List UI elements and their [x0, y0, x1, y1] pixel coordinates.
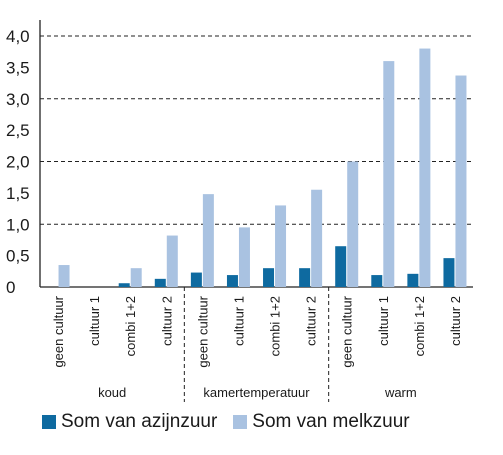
x-category-label: cultuur 1: [87, 296, 102, 346]
y-tick-label: 0: [6, 278, 15, 297]
bar-melkzuur: [311, 189, 323, 287]
bar-azijnzuur: [154, 278, 166, 287]
y-tick-label: 2,5: [6, 121, 30, 140]
y-tick-label: 2,0: [6, 153, 30, 172]
bar-azijnzuur: [335, 246, 347, 287]
x-category-label: geen cultuur: [195, 295, 210, 367]
x-category-label: cultuur 2: [159, 296, 174, 346]
x-category-label: cultuur 2: [448, 296, 463, 346]
x-category-label: cultuur 1: [231, 296, 246, 346]
bar-azijnzuur: [263, 268, 275, 287]
x-category-label: cultuur 2: [304, 296, 319, 346]
legend-swatch-azijnzuur: [42, 415, 56, 429]
legend-label-melkzuur: Som van melkzuur: [252, 411, 410, 432]
bar-azijnzuur: [443, 258, 455, 287]
bar-melkzuur: [238, 227, 250, 287]
bar-azijnzuur: [190, 272, 202, 287]
bar-melkzuur: [383, 61, 395, 287]
legend-swatch-melkzuur: [233, 415, 248, 429]
x-category-label: geen cultuur: [340, 295, 355, 367]
y-tick-label: 4,0: [6, 27, 30, 46]
bar-melkzuur: [130, 268, 142, 287]
bar-azijnzuur: [371, 275, 383, 287]
x-category-label: geen cultuur: [51, 295, 66, 367]
y-tick-label: 0,5: [6, 247, 30, 266]
x-category-label: combi 1+2: [123, 296, 138, 356]
y-tick-label: 3,0: [6, 90, 30, 109]
bar-melkzuur: [419, 48, 431, 287]
x-category-label: cultuur 1: [376, 296, 391, 346]
y-tick-label: 3,5: [6, 58, 30, 77]
legend-item-azijnzuur: Som van azijnzuur: [42, 411, 217, 433]
bar-melkzuur: [275, 205, 287, 287]
x-category-label: combi 1+2: [268, 296, 283, 356]
bar-melkzuur: [58, 265, 70, 287]
x-group-label: kamertemperatuur: [203, 385, 310, 400]
x-group-label: warm: [384, 385, 417, 400]
legend-label-azijnzuur: Som van azijnzuur: [61, 411, 218, 432]
x-category-label: combi 1+2: [412, 296, 427, 356]
x-group-label: koud: [98, 385, 126, 400]
bar-azijnzuur: [299, 268, 311, 287]
bar-melkzuur: [347, 161, 359, 287]
legend: Som van azijnzuur Som van melkzuur: [42, 411, 410, 433]
legend-item-melkzuur: Som van melkzuur: [233, 411, 410, 433]
bar-melkzuur: [166, 235, 178, 287]
bar-azijnzuur: [118, 283, 130, 287]
bar-azijnzuur: [226, 275, 238, 287]
bar-azijnzuur: [407, 273, 419, 287]
bar-melkzuur: [455, 75, 467, 287]
y-tick-label: 1,0: [6, 215, 30, 234]
bar-melkzuur: [202, 194, 214, 287]
y-tick-label: 1,5: [6, 184, 30, 203]
